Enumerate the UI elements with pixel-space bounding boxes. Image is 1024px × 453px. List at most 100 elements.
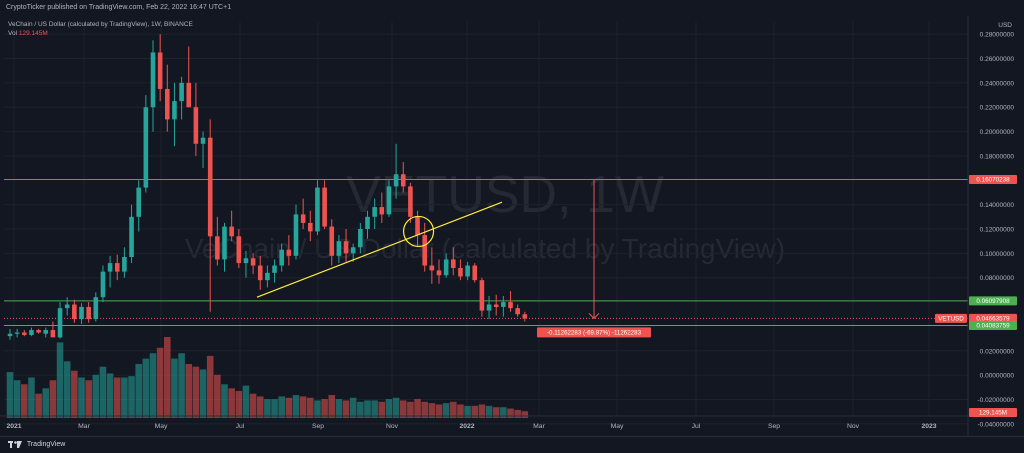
volume-bar xyxy=(178,353,185,418)
candle-body xyxy=(458,267,463,277)
volume-bar xyxy=(399,400,407,418)
candle-body xyxy=(79,306,84,320)
volume-bar xyxy=(421,401,428,418)
volume-bar xyxy=(128,376,135,418)
volume-bar xyxy=(378,401,386,418)
y-tick-label: 0.22000000 xyxy=(980,105,1015,112)
candle-body xyxy=(422,235,427,266)
trendline xyxy=(256,201,503,298)
candle-body xyxy=(501,302,506,307)
candle-body xyxy=(436,270,442,276)
time-axis[interactable]: 2021 Mar May Jul Sep Nov 2022 Mar May Jul Sep Nov 20… xyxy=(0,415,968,430)
candle-body xyxy=(136,187,141,217)
volume-bar xyxy=(371,400,378,418)
candle-body xyxy=(43,330,49,334)
candle-body xyxy=(393,174,399,187)
volume-bar xyxy=(142,358,150,418)
x-tick-label: Sep xyxy=(768,423,780,430)
tradingview-brand: TradingView xyxy=(26,441,66,448)
y-tick-label: 0.12000000 xyxy=(980,227,1015,234)
volume-bar xyxy=(349,397,357,418)
candle-body xyxy=(493,304,499,307)
volume-bar xyxy=(192,366,200,418)
y-tick-label: 0.28000000 xyxy=(980,32,1015,39)
candle-body xyxy=(272,265,277,273)
candle-body xyxy=(415,216,420,236)
volume-bar xyxy=(314,400,321,418)
x-tick-label: Jul xyxy=(236,423,245,430)
measure-label-box xyxy=(537,327,651,338)
volume-bar xyxy=(471,405,479,418)
x-tick-label: Mar xyxy=(533,423,545,430)
candle-body xyxy=(200,137,206,144)
candle-body xyxy=(336,241,342,256)
candle-body xyxy=(451,259,456,268)
candle-body xyxy=(515,308,520,315)
candle-body xyxy=(379,207,385,215)
candle-body xyxy=(207,137,213,237)
candle-body xyxy=(114,263,120,272)
candle-body xyxy=(279,249,284,266)
tradingview-logo-icon xyxy=(8,440,22,448)
candle-body xyxy=(286,249,292,256)
x-tick-label: Nov xyxy=(386,423,399,430)
level-tag-support-upper xyxy=(969,296,1017,306)
volume-bar xyxy=(106,373,114,418)
tradingview-logo[interactable]: TradingView xyxy=(8,440,65,450)
legend-volume: Vol 129.145M xyxy=(8,29,193,38)
candle-body xyxy=(265,272,270,281)
volume-bar xyxy=(92,374,100,418)
volume-bar xyxy=(56,342,64,418)
volume-bar xyxy=(428,403,436,418)
candle-body xyxy=(329,226,335,256)
volume-bar xyxy=(292,395,300,418)
volume-bar xyxy=(485,405,493,418)
volume-bar xyxy=(156,347,164,418)
volume-bar xyxy=(221,384,228,418)
volume-bar xyxy=(457,404,464,418)
candle-body xyxy=(365,216,370,229)
legend-vol-label: Vol xyxy=(8,30,18,37)
volume-bar xyxy=(299,396,307,418)
volume-bar xyxy=(164,337,171,418)
volume-bar xyxy=(256,396,264,418)
volume-bar xyxy=(442,403,450,418)
x-tick-label: Jul xyxy=(692,423,701,430)
level-tag-label-support-upper: 0.06097908 xyxy=(976,298,1010,305)
volume-bar xyxy=(335,399,343,418)
y-tick-label: 0.00000000 xyxy=(980,373,1015,380)
candle-body xyxy=(186,82,192,108)
volume-bar xyxy=(464,405,471,418)
volume-bar xyxy=(42,388,50,418)
y-tick-label: -0.02000000 xyxy=(977,397,1014,404)
volume-bar xyxy=(199,369,207,418)
level-tag-label-current-price: 0.04663579 xyxy=(976,316,1010,323)
candle-body xyxy=(465,265,470,277)
measure-label: -0.11262283 (-69.87%) -11262283 xyxy=(547,329,642,336)
volume-bar xyxy=(271,399,278,418)
volume-bar xyxy=(6,372,14,418)
candle-body xyxy=(350,247,356,254)
candle-body xyxy=(129,216,134,258)
x-tick-label: Nov xyxy=(847,423,860,430)
candle-body xyxy=(57,308,63,338)
candle-body xyxy=(150,52,156,108)
volume-bar xyxy=(385,399,393,418)
candle-body xyxy=(486,304,492,311)
volume-bar xyxy=(307,397,314,418)
volume-bar xyxy=(492,407,500,418)
candle-body xyxy=(36,330,41,333)
x-tick-label: 2021 xyxy=(6,423,21,430)
volume-bar xyxy=(121,377,128,418)
volume-bar xyxy=(135,364,142,418)
candle-body xyxy=(172,101,177,120)
level-tag-label-support-lower: 0.04083759 xyxy=(976,323,1010,330)
candle-body xyxy=(236,236,242,264)
y-tick-label: -0.04000000 xyxy=(977,421,1014,428)
candle-body xyxy=(429,265,435,271)
candle-body xyxy=(165,88,170,120)
footer-bar: TradingView xyxy=(0,436,1024,453)
price-axis[interactable]: 0.28000000 0.26000000 0.24000000 0.22000000… xyxy=(935,16,1017,436)
candle-body xyxy=(315,187,320,232)
